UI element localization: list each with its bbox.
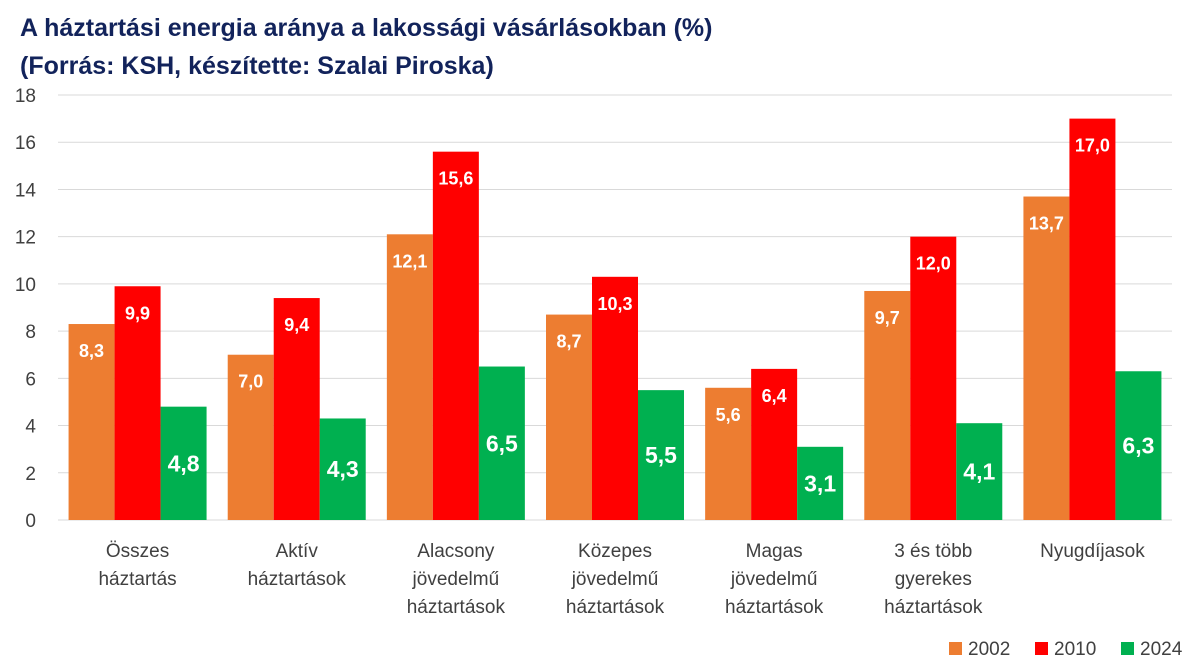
data-label: 12,0 [916,254,951,274]
category-label: háztartások [566,597,665,618]
bar-2010 [114,286,161,520]
bar-2010 [910,236,957,520]
bar-2002 [68,324,115,520]
legend-swatch-2010 [1035,642,1048,655]
x-axis-categories: Összes háztartás Aktív háztartások Alacsony j… [98,541,1145,618]
bar-2002 [546,314,592,520]
y-tick-label: 8 [25,322,36,343]
chart-title: A háztartási energia aránya a lakossági … [20,14,712,42]
bar-2010 [273,298,320,520]
data-label: 4,8 [168,450,200,476]
y-tick-label: 14 [15,180,37,201]
category-label: háztartások [725,597,824,618]
bar-2002 [386,234,433,521]
legend-label-2002: 2002 [968,639,1010,660]
category-label: háztartás [98,569,176,590]
y-tick-label: 0 [25,511,36,532]
data-label: 4,1 [963,459,995,485]
category-label: háztartások [884,597,983,618]
legend-swatch-2024 [1121,642,1134,655]
bar-2024 [1115,371,1162,520]
y-tick-label: 6 [25,369,36,390]
data-label: 15,6 [438,169,473,189]
bar-2002 [864,290,911,520]
category-label: háztartások [248,569,347,590]
data-label: 13,7 [1029,214,1064,234]
legend-label-2024: 2024 [1140,639,1183,660]
legend: 2002 2010 2024 [949,639,1183,660]
bar-2024 [319,418,366,520]
data-label: 8,3 [79,341,104,361]
data-label: 10,3 [597,294,632,314]
bar-2002 [705,387,752,520]
data-label: 6,5 [486,430,518,456]
category-label: Magas [746,541,803,562]
bar-2024 [956,423,1003,520]
category-label: jövedelmű [412,569,500,590]
bar-2010 [592,276,638,520]
category-label: Közepes [578,541,652,562]
bar-2024 [160,406,207,520]
legend-swatch-2002 [949,642,962,655]
data-label: 5,6 [716,405,741,425]
bar-2002 [227,354,274,520]
category-label: 3 és több [894,541,972,562]
category-label: háztartások [407,597,506,618]
data-label: 6,3 [1122,433,1154,459]
y-tick-label: 12 [15,228,36,249]
data-label: 12,1 [392,251,427,271]
y-axis-ticks: 0 2 4 6 8 10 12 14 16 18 [15,86,37,532]
data-label: 4,3 [327,456,359,482]
category-label: Összes [106,541,169,562]
category-label: Aktív [276,541,319,562]
bars [68,118,1162,521]
y-tick-label: 2 [25,464,36,485]
data-label: 9,9 [125,303,150,323]
legend-label-2010: 2010 [1054,639,1096,660]
y-tick-label: 10 [15,275,36,296]
bar-2024 [638,390,684,520]
data-label: 9,7 [875,308,900,328]
data-label: 17,0 [1075,136,1110,156]
category-label: gyerekes [895,569,972,590]
bar-2010 [1069,118,1116,520]
chart-subtitle: (Forrás: KSH, készítette: Szalai Piroska… [20,52,494,80]
category-label: jövedelmű [730,569,818,590]
data-label: 9,4 [284,315,309,335]
data-labels: 8,3 9,9 4,8 7,0 9,4 4,3 12,1 15,6 6,5 8,7 10,3 5,5 5… [79,136,1154,497]
bar-2024 [478,366,525,520]
bar-2002 [1023,196,1070,520]
category-label: jövedelmű [571,569,659,590]
data-label: 6,4 [762,386,787,406]
bar-2010 [432,151,479,520]
y-tick-label: 18 [15,86,36,107]
bar-2024 [797,446,844,520]
y-tick-label: 4 [25,417,36,438]
data-label: 7,0 [238,372,263,392]
data-label: 8,7 [556,332,581,352]
data-label: 5,5 [645,442,677,468]
category-label: Nyugdíjasok [1040,541,1145,562]
bar-2010 [751,368,798,520]
data-label: 3,1 [804,470,836,496]
category-label: Alacsony [417,541,495,562]
y-tick-label: 16 [15,133,36,154]
